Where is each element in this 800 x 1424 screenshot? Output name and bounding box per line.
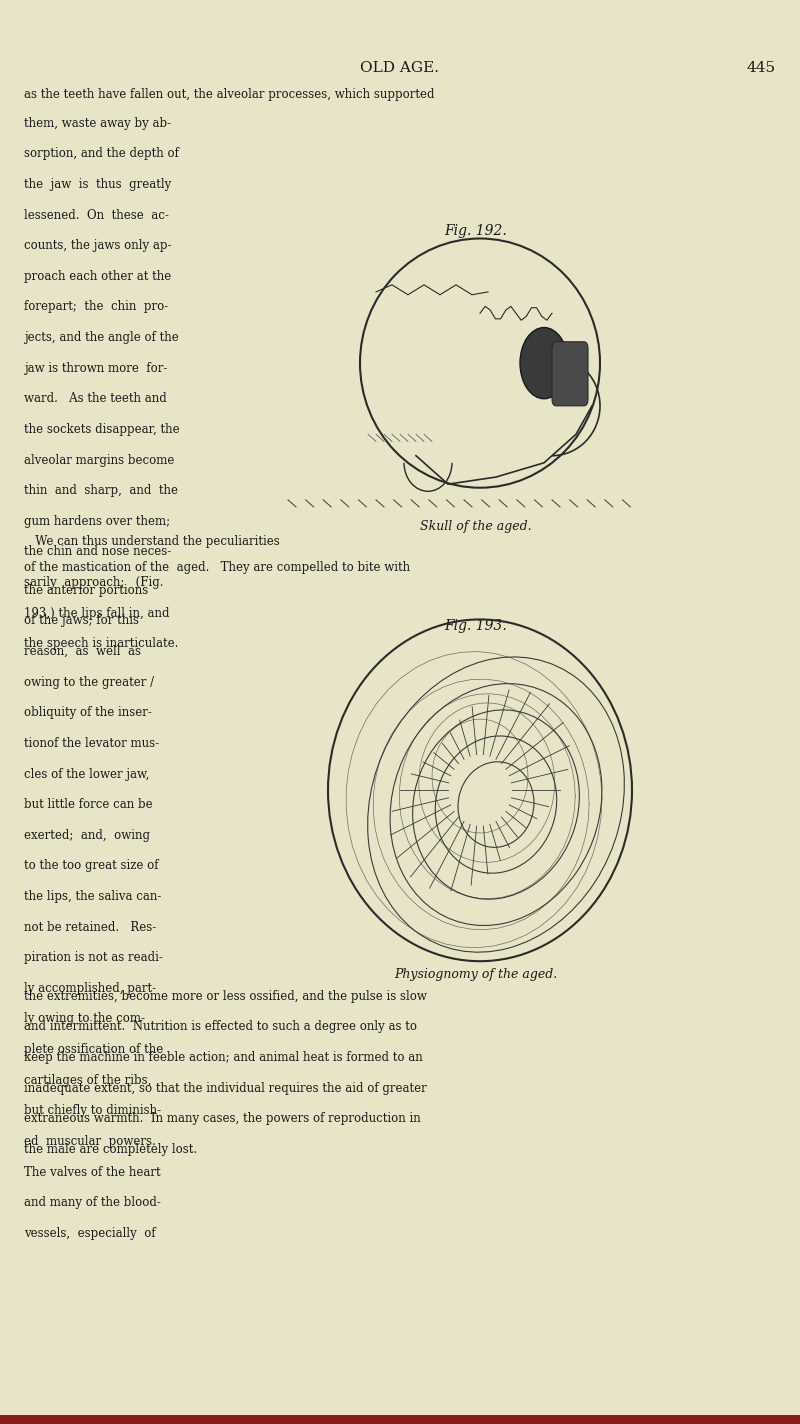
Text: The valves of the heart: The valves of the heart (24, 1165, 161, 1179)
Text: obliquity of the inser-: obliquity of the inser- (24, 706, 152, 719)
Text: forepart;  the  chin  pro-: forepart; the chin pro- (24, 300, 168, 313)
Text: cartilages of the ribs,: cartilages of the ribs, (24, 1074, 151, 1087)
Text: but chiefly to diminish-: but chiefly to diminish- (24, 1105, 161, 1118)
Text: Physiognomy of the aged.: Physiognomy of the aged. (394, 968, 558, 981)
Text: jects, and the angle of the: jects, and the angle of the (24, 330, 178, 345)
Text: exerted;  and,  owing: exerted; and, owing (24, 829, 150, 842)
Text: Fig. 193.: Fig. 193. (445, 619, 507, 634)
Text: cles of the lower jaw,: cles of the lower jaw, (24, 768, 150, 780)
Text: sarily  approach;   (Fig.: sarily approach; (Fig. (24, 575, 163, 590)
Text: sorption, and the depth of: sorption, and the depth of (24, 147, 179, 161)
Text: the chin and nose neces-: the chin and nose neces- (24, 545, 171, 558)
Text: counts, the jaws only ap-: counts, the jaws only ap- (24, 239, 171, 252)
Text: the anterior portions: the anterior portions (24, 584, 148, 597)
Text: the lips, the saliva can-: the lips, the saliva can- (24, 890, 162, 903)
Text: extraneous warmth.  In many cases, the powers of reproduction in: extraneous warmth. In many cases, the po… (24, 1112, 421, 1125)
Text: reason,  as  well  as: reason, as well as (24, 645, 141, 658)
Text: alveolar margins become: alveolar margins become (24, 453, 174, 467)
Text: not be retained.   Res-: not be retained. Res- (24, 921, 156, 934)
Text: thin  and  sharp,  and  the: thin and sharp, and the (24, 484, 178, 497)
Text: ly owing to the com-: ly owing to the com- (24, 1012, 145, 1025)
Text: the  jaw  is  thus  greatly: the jaw is thus greatly (24, 178, 171, 191)
Text: to the too great size of: to the too great size of (24, 860, 158, 873)
Text: the sockets disappear, the: the sockets disappear, the (24, 423, 180, 436)
Text: ly accomplished, part-: ly accomplished, part- (24, 983, 156, 995)
Text: the speech is inarticulate.: the speech is inarticulate. (24, 638, 178, 651)
Text: them, waste away by ab-: them, waste away by ab- (24, 117, 171, 130)
Text: owing to the greater /: owing to the greater / (24, 676, 154, 689)
Text: the male are completely lost.: the male are completely lost. (24, 1142, 197, 1156)
Text: tionof the levator mus-: tionof the levator mus- (24, 738, 159, 750)
Bar (0, 1415, 800, 1424)
Text: as the teeth have fallen out, the alveolar processes, which supported: as the teeth have fallen out, the alveol… (24, 88, 434, 101)
Text: plete ossification of the: plete ossification of the (24, 1042, 163, 1057)
Text: Skull of the aged.: Skull of the aged. (420, 520, 532, 533)
Text: and many of the blood-: and many of the blood- (24, 1196, 161, 1209)
Text: We can thus understand the peculiarities: We can thus understand the peculiarities (24, 535, 280, 548)
Text: of the mastication of the  aged.   They are compelled to bite with: of the mastication of the aged. They are… (24, 561, 410, 574)
Text: the extremities, become more or less ossified, and the pulse is slow: the extremities, become more or less oss… (24, 990, 427, 1002)
FancyBboxPatch shape (552, 342, 588, 406)
Text: vessels,  especially  of: vessels, especially of (24, 1226, 156, 1240)
Text: proach each other at the: proach each other at the (24, 271, 171, 283)
Text: ed  muscular  powers.: ed muscular powers. (24, 1135, 156, 1148)
Text: of the jaws; for this: of the jaws; for this (24, 615, 139, 628)
Text: keep the machine in feeble action; and animal heat is formed to an: keep the machine in feeble action; and a… (24, 1051, 422, 1064)
Text: and intermittent.  Nutrition is effected to such a degree only as to: and intermittent. Nutrition is effected … (24, 1020, 417, 1034)
Text: 445: 445 (747, 61, 776, 75)
Text: ward.   As the teeth and: ward. As the teeth and (24, 392, 166, 406)
Text: jaw is thrown more  for-: jaw is thrown more for- (24, 362, 167, 375)
Text: but little force can be: but little force can be (24, 797, 153, 812)
Text: Fig. 192.: Fig. 192. (445, 224, 507, 238)
Text: inadequate extent, so that the individual requires the aid of greater: inadequate extent, so that the individua… (24, 1082, 426, 1095)
Text: lessened.  On  these  ac-: lessened. On these ac- (24, 208, 169, 222)
Text: piration is not as readi-: piration is not as readi- (24, 951, 163, 964)
Text: 193,) the lips fall in, and: 193,) the lips fall in, and (24, 607, 170, 619)
Text: OLD AGE.: OLD AGE. (361, 61, 439, 75)
Ellipse shape (520, 328, 568, 399)
Text: gum hardens over them;: gum hardens over them; (24, 514, 170, 528)
